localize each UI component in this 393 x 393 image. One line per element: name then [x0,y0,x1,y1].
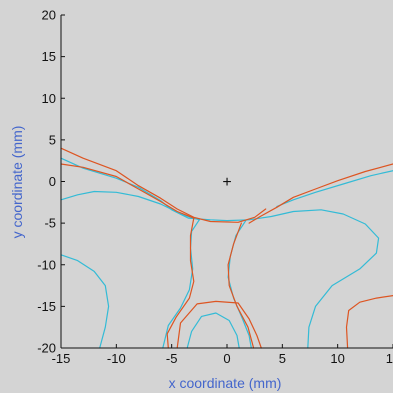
contour-line-cyan-3 [162,219,200,349]
y-tick-label: -20 [37,341,56,356]
contour-line-red-9 [166,217,195,349]
contour-line-red-11 [176,300,262,349]
y-tick-label: 15 [42,49,56,64]
contour-line-cyan-6 [276,170,393,208]
contour-line-red-13 [345,295,393,349]
x-tick-label: 10 [330,351,344,366]
x-tick-label: -5 [166,351,178,366]
y-axis-title: y coordinate (mm) [9,126,25,239]
y-tick-label: -10 [37,257,56,272]
contour-line-cyan-0 [60,157,380,349]
x-tick-label: 0 [223,351,230,366]
origin-plus-marker: + [222,174,231,191]
contour-line-cyan-1 [60,190,200,221]
y-tick-label: -15 [37,299,56,314]
x-tick-label: 15 [386,351,393,366]
y-tick-label: 5 [49,132,56,147]
x-tick-label: -15 [52,351,71,366]
x-axis-title: x coordinate (mm) [169,375,282,391]
contour-lines [60,147,393,349]
origin-marker: + [222,174,231,191]
contour-line-red-7 [60,147,267,223]
contour-line-red-10 [227,222,255,349]
contour-line-red-8 [60,163,195,219]
x-tick-label: 5 [279,351,286,366]
y-tick-label: 20 [42,8,56,23]
x-tick-label: -10 [107,351,126,366]
contour-line-cyan-5 [186,312,240,349]
contour-line-cyan-2 [60,254,110,349]
contour-line-red-12 [248,163,393,224]
y-tick-label: -5 [44,216,56,231]
y-tick-label: 0 [49,174,56,189]
y-tick-label: 10 [42,91,56,106]
